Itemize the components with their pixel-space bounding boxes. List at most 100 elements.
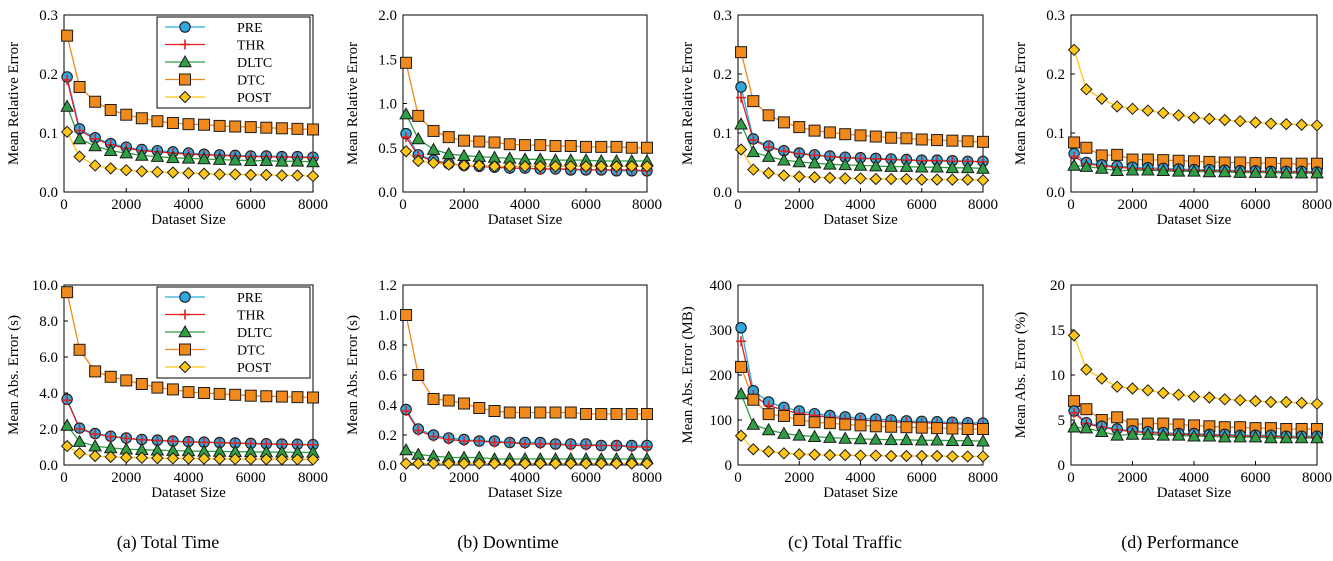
legend-label: THR bbox=[237, 309, 266, 324]
x-tick-label: 0 bbox=[1067, 470, 1075, 486]
data-point-post bbox=[135, 451, 149, 465]
data-point-thr bbox=[596, 440, 607, 451]
y-tick-label: 2.0 bbox=[378, 8, 397, 24]
data-point-dltc bbox=[868, 159, 883, 172]
data-point-dltc bbox=[1187, 164, 1201, 177]
data-point-thr bbox=[121, 433, 132, 444]
data-point-dtc bbox=[777, 409, 790, 422]
data-point-post bbox=[228, 168, 242, 181]
y-tick-label: 0.5 bbox=[378, 141, 397, 157]
data-point-dltc bbox=[119, 146, 134, 159]
chart-panel-6: 0.0 0.2 0.4 0.6 0.8 1.0 1.2 0 2000 4000 6000 8000 Da… bbox=[345, 278, 662, 501]
data-point-post bbox=[442, 457, 455, 470]
data-point-post bbox=[488, 457, 501, 470]
data-point-dtc bbox=[564, 406, 577, 419]
data-point-dltc bbox=[761, 422, 776, 436]
y-tick-label: 0.2 bbox=[39, 67, 58, 83]
y-tick-label: 8.0 bbox=[39, 314, 58, 330]
data-point-dltc bbox=[853, 158, 868, 171]
data-point-post bbox=[151, 451, 164, 465]
data-point-post bbox=[961, 173, 974, 186]
data-point-dtc bbox=[580, 140, 592, 153]
data-point-dtc bbox=[1080, 141, 1093, 154]
data-point-dtc bbox=[275, 390, 288, 403]
data-point-post bbox=[625, 457, 638, 470]
data-point-dtc bbox=[307, 391, 319, 404]
data-point-dtc bbox=[977, 423, 989, 435]
data-point-post bbox=[823, 448, 837, 462]
x-tick-label: 6000 bbox=[907, 197, 937, 213]
data-point-thr bbox=[565, 440, 576, 451]
data-point-dltc bbox=[868, 432, 883, 445]
data-point-dtc bbox=[260, 121, 273, 134]
x-tick-label: 4000 bbox=[846, 197, 876, 213]
data-point-dtc bbox=[641, 141, 653, 154]
data-point-dtc bbox=[135, 112, 148, 125]
data-point-post bbox=[1126, 102, 1139, 116]
data-point-dtc bbox=[839, 128, 852, 141]
x-axis-label: Dataset Size bbox=[488, 485, 563, 501]
data-point-dtc bbox=[793, 414, 806, 426]
data-point-post bbox=[1141, 384, 1155, 397]
data-point-dtc bbox=[777, 116, 790, 129]
data-point-dtc bbox=[458, 397, 470, 410]
data-point-dltc bbox=[945, 433, 960, 446]
data-point-thr bbox=[74, 424, 85, 434]
data-point-dltc bbox=[823, 157, 837, 170]
data-point-post bbox=[1295, 118, 1308, 131]
data-point-dltc bbox=[1202, 429, 1217, 442]
data-point-dltc bbox=[60, 99, 74, 112]
data-point-dltc bbox=[1264, 430, 1278, 444]
x-tick-label: 2000 bbox=[1118, 197, 1148, 213]
x-tick-label: 6000 bbox=[571, 197, 601, 213]
data-point-dltc bbox=[777, 153, 791, 166]
data-point-dtc bbox=[595, 140, 608, 153]
data-point-dtc bbox=[1111, 411, 1124, 424]
x-tick-label: 2000 bbox=[449, 197, 479, 213]
caption-b: (b) Downtime bbox=[457, 532, 558, 553]
data-point-dltc bbox=[134, 148, 149, 161]
data-point-dtc bbox=[73, 80, 86, 93]
y-tick-label: 1.5 bbox=[378, 52, 397, 68]
data-point-post bbox=[610, 160, 623, 173]
data-point-dltc bbox=[1110, 163, 1124, 177]
data-point-dltc bbox=[792, 428, 807, 441]
data-point-post bbox=[1095, 372, 1108, 385]
data-point-dtc bbox=[427, 124, 440, 137]
data-point-dtc bbox=[229, 388, 242, 401]
data-point-dtc bbox=[400, 309, 413, 321]
data-point-dltc bbox=[734, 386, 748, 400]
y-tick-label: 0.4 bbox=[378, 398, 397, 414]
data-point-dtc bbox=[977, 135, 989, 148]
data-point-post bbox=[884, 449, 898, 463]
data-point-dtc bbox=[488, 405, 501, 417]
data-point-post bbox=[1264, 117, 1278, 130]
data-point-dtc bbox=[793, 121, 806, 134]
data-point-post bbox=[854, 172, 867, 185]
data-point-dltc bbox=[275, 154, 289, 167]
x-tick-label: 4000 bbox=[174, 470, 204, 486]
y-tick-label: 0 bbox=[1058, 458, 1066, 474]
data-point-dtc bbox=[442, 394, 455, 407]
data-point-dltc bbox=[88, 138, 102, 152]
legend-label: THR bbox=[237, 39, 266, 54]
y-tick-label: 0.3 bbox=[1046, 8, 1065, 24]
data-point-dtc bbox=[400, 56, 413, 69]
data-point-dltc bbox=[150, 149, 165, 162]
data-point-dltc bbox=[1141, 163, 1155, 176]
chart-panel-8: 0 5 10 15 20 0 2000 4000 6000 8000 Dataset Size Mea… bbox=[1013, 278, 1332, 501]
x-tick-label: 0 bbox=[734, 470, 742, 486]
data-point-thr bbox=[504, 437, 515, 448]
data-point-post bbox=[900, 449, 913, 463]
data-point-dtc bbox=[885, 420, 898, 433]
data-point-post bbox=[640, 160, 654, 173]
data-point-dtc bbox=[213, 387, 226, 400]
data-point-dtc bbox=[61, 286, 74, 299]
data-point-dtc bbox=[823, 126, 836, 139]
data-point-dtc bbox=[534, 139, 547, 152]
data-point-dltc bbox=[1187, 429, 1201, 442]
x-tick-label: 8000 bbox=[632, 197, 662, 213]
data-point-post bbox=[976, 173, 990, 187]
data-point-post bbox=[1067, 329, 1081, 342]
data-point-post bbox=[793, 170, 806, 183]
